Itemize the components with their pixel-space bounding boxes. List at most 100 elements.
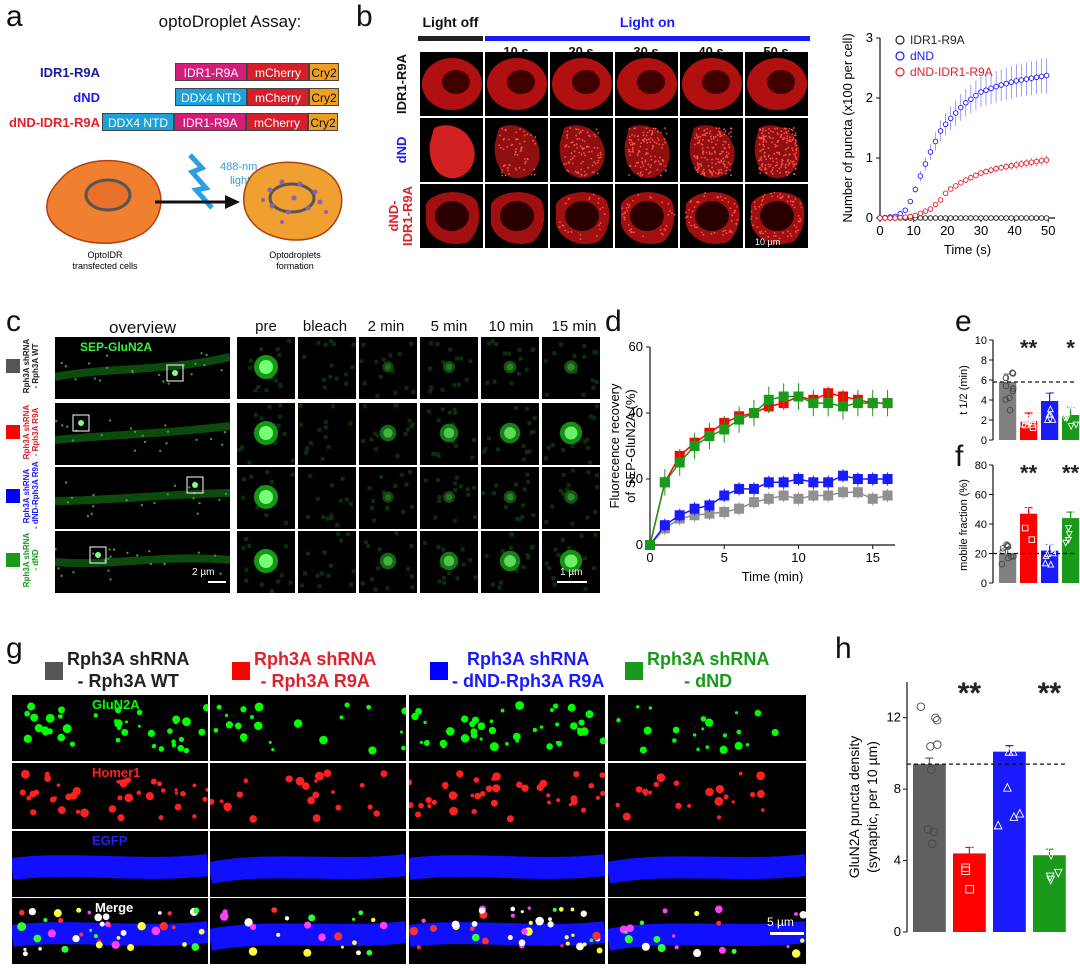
- punctum: [409, 926, 419, 936]
- spine: [129, 427, 133, 430]
- data-point: [1046, 410, 1054, 418]
- punctum: [726, 166, 729, 169]
- punctum: [567, 703, 576, 712]
- zoom-tile: [359, 467, 417, 529]
- data-marker: [719, 507, 730, 517]
- noise-pixel: [349, 582, 354, 587]
- noise-pixel: [429, 385, 434, 390]
- punctum: [795, 147, 798, 150]
- punctum: [714, 796, 724, 806]
- punctum: [767, 163, 770, 166]
- data-marker: [882, 490, 893, 501]
- noise-pixel: [335, 523, 340, 528]
- noise-pixel: [435, 342, 440, 347]
- spine: [153, 501, 156, 505]
- light-on-label: Light on: [619, 14, 676, 30]
- noise-pixel: [322, 385, 327, 390]
- punctum: [629, 164, 632, 167]
- punctum: [406, 779, 413, 786]
- punctum: [795, 158, 798, 161]
- punctum: [703, 173, 706, 176]
- punctum: [150, 778, 157, 785]
- data-marker: [882, 398, 893, 409]
- x-tick-label: 15: [865, 550, 879, 565]
- punctum: [734, 209, 737, 212]
- data-marker: [793, 474, 804, 484]
- dendrite-shaft: [207, 921, 408, 951]
- punctum: [643, 726, 652, 735]
- punctum: [717, 173, 720, 176]
- punctum: [770, 171, 773, 173]
- noise-pixel: [452, 481, 457, 486]
- data-point: [916, 702, 926, 712]
- panel-label-f: f: [955, 440, 964, 473]
- punctum: [580, 727, 589, 736]
- spine: [108, 419, 112, 422]
- data-point: [1047, 537, 1055, 545]
- punctum: [781, 195, 784, 198]
- data-point: [1013, 162, 1020, 168]
- sep-label: SEP-GluN2A: [80, 340, 153, 354]
- stain-svg: [207, 854, 408, 884]
- punctum: [767, 147, 770, 149]
- spine: [196, 512, 199, 515]
- punctum: [657, 943, 666, 953]
- punctum: [705, 745, 710, 749]
- punctum: [760, 169, 763, 172]
- punctum: [652, 146, 654, 148]
- punctum: [624, 930, 628, 934]
- punctum: [704, 134, 706, 137]
- significance-mark: **: [1038, 677, 1062, 710]
- legend-swatch: [45, 662, 63, 680]
- zoom-svg: [543, 342, 599, 397]
- punctum: [789, 200, 792, 203]
- data-point: [887, 215, 893, 221]
- punctum: [664, 127, 666, 129]
- punctum: [637, 138, 640, 141]
- punctum: [198, 928, 205, 935]
- punctum: [724, 147, 727, 150]
- punctum: [121, 728, 129, 736]
- punctum: [776, 132, 779, 134]
- punctum: [489, 719, 494, 723]
- punctum: [768, 135, 771, 138]
- zoom-tile: [237, 531, 295, 593]
- noise-pixel: [521, 443, 526, 448]
- data-point: [1002, 782, 1012, 792]
- punctum: [224, 713, 229, 717]
- y-axis-label: Fluorecence recovery: [607, 383, 622, 508]
- punctum: [656, 137, 659, 139]
- noise-pixel: [374, 359, 379, 364]
- y-tick-label: 3: [866, 30, 873, 45]
- punctum: [454, 793, 458, 797]
- noise-pixel: [362, 381, 367, 386]
- punctum: [789, 138, 792, 141]
- noise-pixel: [571, 468, 576, 473]
- spot-core: [445, 363, 453, 371]
- noise-pixel: [329, 339, 334, 344]
- punctum: [720, 160, 723, 163]
- punctum: [566, 133, 569, 136]
- punctum: [693, 206, 696, 209]
- punctum: [591, 171, 594, 174]
- y-tick-label: 10: [975, 335, 987, 347]
- punctum: [596, 172, 599, 175]
- spine: [140, 503, 144, 507]
- cell-right-icon: [243, 161, 343, 241]
- punctum: [641, 174, 644, 176]
- noise-pixel: [370, 577, 375, 582]
- punctum: [782, 231, 784, 234]
- nucleus: [760, 201, 794, 231]
- spine: [90, 512, 93, 516]
- data-point: [958, 215, 964, 221]
- punctum: [631, 146, 634, 149]
- punctum: [664, 165, 667, 168]
- punctum: [760, 132, 763, 135]
- punctum: [702, 168, 705, 171]
- c-header: bleach: [302, 318, 348, 335]
- punctum: [673, 780, 680, 786]
- punctum: [558, 226, 561, 228]
- punctum: [534, 136, 537, 138]
- punctum: [624, 935, 633, 944]
- punctum: [566, 137, 569, 140]
